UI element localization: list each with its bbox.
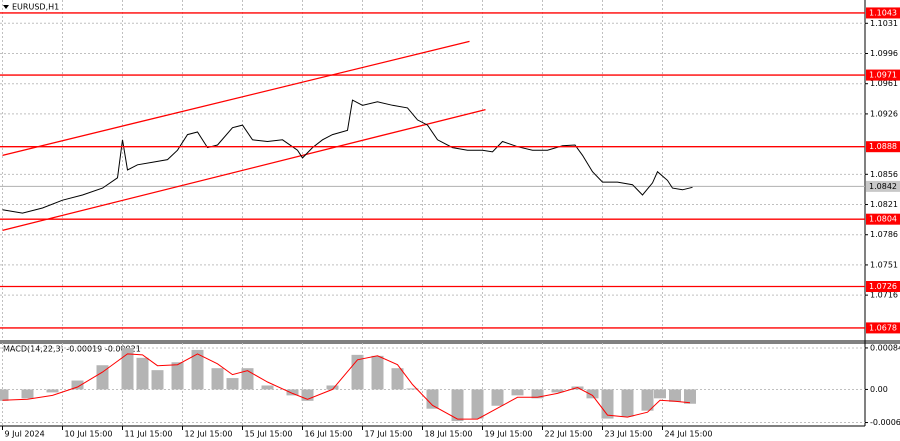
- x-tick-label: 16 Jul 15:00: [305, 430, 353, 439]
- histogram-bar: [654, 389, 666, 399]
- level-label: 1.0888: [869, 142, 897, 151]
- level-label-bg: [866, 280, 900, 292]
- histogram-bar: [326, 385, 339, 390]
- x-tick-label: 19 Jul 15:00: [485, 430, 533, 439]
- level-label: 1.0971: [869, 71, 897, 80]
- histogram-bar: [426, 389, 439, 409]
- y-tick-label: 1.0786: [870, 230, 898, 239]
- x-tick-label: 11 Jul 15:00: [125, 430, 173, 439]
- histogram-bar: [136, 357, 149, 390]
- histogram-bar: [391, 368, 404, 390]
- x-tick-label: 23 Jul 15:00: [605, 430, 653, 439]
- histogram-bar: [451, 389, 464, 422]
- chart-title: EURUSD,H1: [12, 3, 59, 12]
- y-tick-label: 1.0996: [870, 49, 898, 58]
- level-label-bg: [866, 69, 900, 81]
- y-tick-label: 1.0961: [870, 79, 898, 88]
- symbol-icon: [3, 5, 9, 9]
- y-tick-label: 1.0856: [870, 170, 898, 179]
- level-label-bg: [866, 7, 900, 19]
- histogram-bar: [171, 362, 184, 390]
- y-tick-label: 0.00: [870, 385, 888, 394]
- y-tick-label: -0.00067: [870, 418, 900, 427]
- histogram-bar: [191, 349, 204, 390]
- y-tick-label: 1.0821: [870, 200, 898, 209]
- x-tick-label: 10 Jul 15:00: [65, 430, 113, 439]
- level-label: 1.0726: [869, 282, 897, 291]
- histogram-bar: [511, 389, 524, 396]
- x-tick-label: 9 Jul 2024: [5, 430, 45, 439]
- level-label: 1.0678: [869, 323, 897, 332]
- y-tick-label: 1.0716: [870, 291, 898, 300]
- histogram-bar: [601, 389, 614, 419]
- histogram-bar: [96, 365, 109, 390]
- histogram-bar: [21, 389, 34, 399]
- histogram-bar: [621, 389, 634, 417]
- current-price-label-bg: [866, 180, 900, 192]
- histogram-bar: [121, 347, 134, 390]
- trend-line: [2, 40, 470, 156]
- histogram-bar: [211, 368, 224, 390]
- histogram-bar: [684, 389, 696, 404]
- x-tick-label: 18 Jul 15:00: [425, 430, 473, 439]
- x-tick-label: 17 Jul 15:00: [365, 430, 413, 439]
- level-label: 1.0804: [869, 215, 897, 224]
- current-price-label: 1.0842: [869, 182, 897, 191]
- histogram-bar: [241, 368, 254, 390]
- macd-title: MACD(14,22,3) -0.00019 -0.00021: [3, 345, 141, 354]
- histogram-bar: [0, 389, 9, 401]
- y-tick-label: 0.00084: [870, 343, 900, 352]
- histogram-bar: [531, 389, 544, 399]
- signal-line: [2, 353, 691, 420]
- histogram-bar: [471, 389, 484, 419]
- histogram-bar: [71, 380, 84, 390]
- level-label-bg: [866, 213, 900, 225]
- histogram-bar: [301, 389, 314, 401]
- level-label-bg: [866, 141, 900, 153]
- x-tick-label: 22 Jul 15:00: [545, 430, 593, 439]
- x-tick-label: 24 Jul 15:00: [665, 430, 713, 439]
- histogram-bar: [586, 389, 599, 399]
- histogram-bar: [551, 389, 564, 393]
- histogram-bar: [286, 389, 299, 396]
- histogram-bar: [46, 389, 59, 393]
- price-line: [2, 99, 693, 214]
- level-label-bg: [866, 322, 900, 334]
- x-tick-label: 12 Jul 15:00: [185, 430, 233, 439]
- histogram-bar: [641, 389, 654, 411]
- histogram-bar: [406, 388, 419, 390]
- x-tick-label: 15 Jul 15:00: [245, 430, 293, 439]
- histogram-bar: [226, 378, 239, 390]
- y-tick-label: 1.1031: [870, 19, 898, 28]
- histogram-bar: [261, 385, 274, 390]
- level-label: 1.1043: [869, 8, 897, 17]
- histogram-bar: [371, 355, 384, 390]
- histogram-bar: [669, 389, 681, 402]
- histogram-bar: [491, 389, 504, 406]
- histogram-bar: [151, 370, 164, 390]
- trend-line: [2, 108, 486, 232]
- y-tick-label: 1.0926: [870, 109, 898, 118]
- y-tick-label: 1.0751: [870, 260, 898, 269]
